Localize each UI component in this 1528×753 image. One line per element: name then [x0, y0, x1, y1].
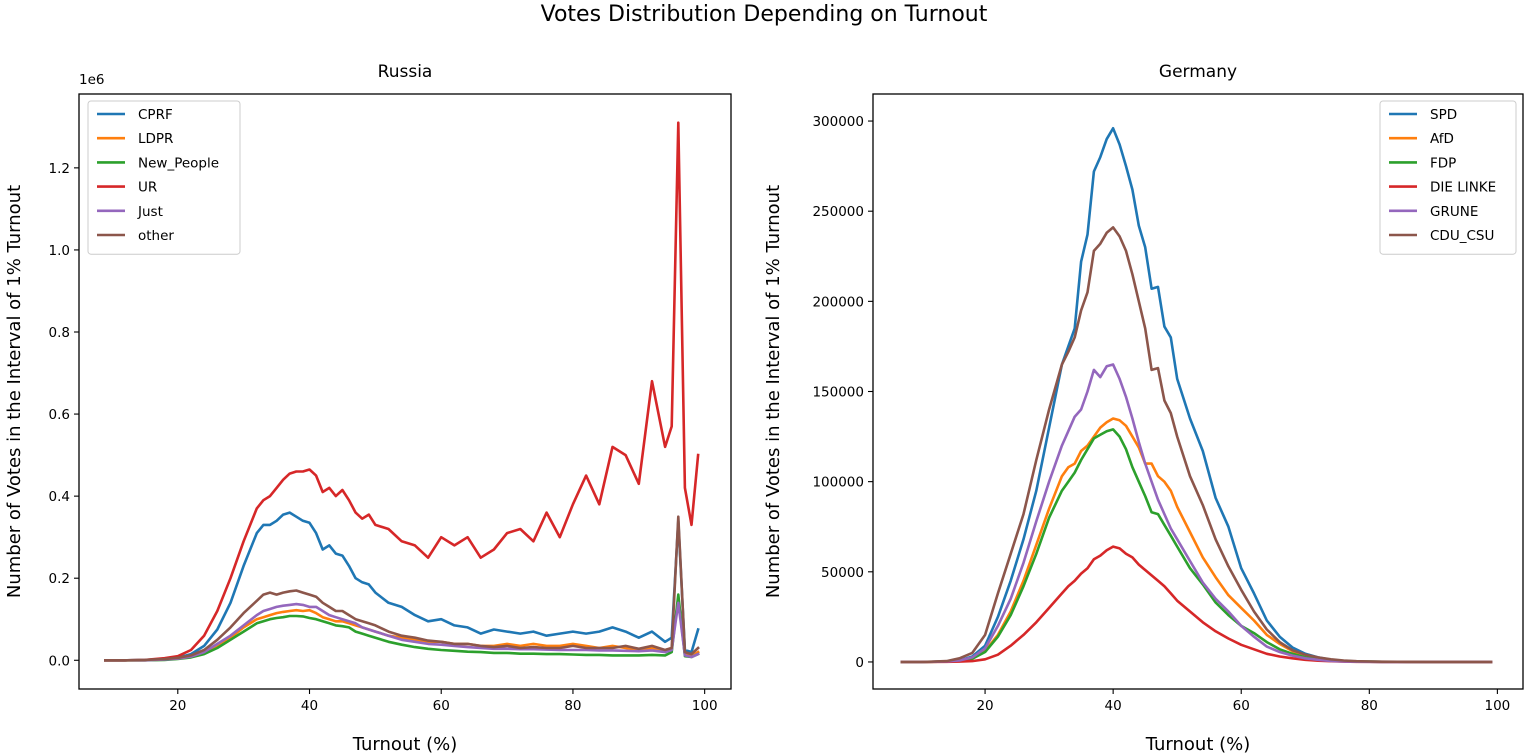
russia-title: Russia: [378, 62, 433, 82]
russia-ytick-label: 0.6: [49, 407, 70, 423]
russia-legend-label-cprf: CPRF: [138, 107, 173, 123]
germany-series-cdu-csu: [900, 226, 1493, 664]
germany-xtick-label: 40: [1105, 698, 1122, 714]
russia-ytick-label: 0.0: [49, 653, 70, 669]
russia-series-new-people: [104, 593, 700, 662]
russia-xtick-label: 100: [692, 698, 718, 714]
russia-axes-frame: [78, 93, 732, 690]
germany-xlabel: Turnout (%): [1145, 734, 1251, 753]
figure-title: Votes Distribution Depending on Turnout: [540, 2, 988, 27]
germany-ytick-label: 100000: [812, 475, 864, 491]
germany-ylabel: Number of Votes in the Interval of 1% Tu…: [763, 185, 784, 598]
germany-series-grune: [900, 363, 1493, 664]
germany-legend-label-afd: AfD: [1430, 131, 1454, 147]
russia-xtick-label: 80: [564, 698, 581, 714]
germany-legend-label-cdu-csu: CDU_CSU: [1430, 228, 1494, 244]
russia-legend-box: [87, 100, 241, 255]
russia-ytick-label: 1.2: [49, 161, 70, 177]
russia-series-other: [104, 515, 700, 662]
russia-legend-label-ldpr: LDPR: [138, 131, 173, 147]
russia-ytick-label: 0.8: [49, 325, 70, 341]
germany-series-afd: [900, 417, 1493, 664]
germany-xtick-label: 80: [1361, 698, 1378, 714]
germany-legend: SPD AfD FDP DIE LINKE GRUNE CDU_CSU: [1379, 100, 1517, 255]
germany-ytick-label: 50000: [821, 565, 864, 581]
russia-legend-label-ur: UR: [138, 180, 157, 196]
russia-legend-label-other: other: [138, 228, 174, 244]
germany-legend-label-die-linke: DIE LINKE: [1430, 180, 1496, 196]
russia-xtick-label: 20: [169, 698, 186, 714]
russia-legend: CPRF LDPR New_People UR Just other: [87, 100, 241, 255]
germany-legend-label-grune: GRUNE: [1430, 204, 1478, 220]
germany-xtick-label: 100: [1484, 698, 1510, 714]
russia-xtick-label: 60: [433, 698, 450, 714]
germany-title: Germany: [1159, 62, 1237, 82]
germany-legend-label-fdp: FDP: [1430, 155, 1456, 171]
russia-ytick-label: 0.4: [49, 489, 70, 505]
germany-ytick-label: 250000: [812, 204, 864, 220]
russia-series-just: [104, 601, 700, 662]
russia-xlabel: Turnout (%): [352, 734, 458, 753]
russia-series-ur: [104, 121, 700, 662]
germany-panel: 20 40 60 80 100 0 50000 100000 150000 200000 25000…: [763, 62, 1524, 753]
russia-xtick-label: 40: [301, 698, 318, 714]
russia-series-cprf: [104, 511, 700, 662]
russia-offset-text: 1e6: [79, 72, 104, 88]
russia-legend-label-just: Just: [137, 204, 163, 220]
germany-legend-label-spd: SPD: [1430, 107, 1457, 123]
germany-ytick-label: 150000: [812, 385, 864, 401]
russia-ylabel: Number of Votes in the Interval of 1% Tu…: [4, 185, 25, 598]
germany-ytick-label: 200000: [812, 294, 864, 310]
russia-panel: 20 40 60 80 100 0.0 0.2 0.4 0.6 0.8 1.0 1.2 1e6 Russi…: [4, 62, 732, 753]
russia-ytick-label: 0.2: [49, 571, 70, 587]
russia-ytick-label: 1.0: [49, 243, 70, 259]
germany-ytick-label: 0: [855, 655, 864, 671]
germany-ytick-label: 300000: [812, 114, 864, 130]
russia-legend-label-new-people: New_People: [138, 155, 219, 171]
germany-xtick-label: 20: [976, 698, 993, 714]
germany-xtick-label: 60: [1233, 698, 1250, 714]
